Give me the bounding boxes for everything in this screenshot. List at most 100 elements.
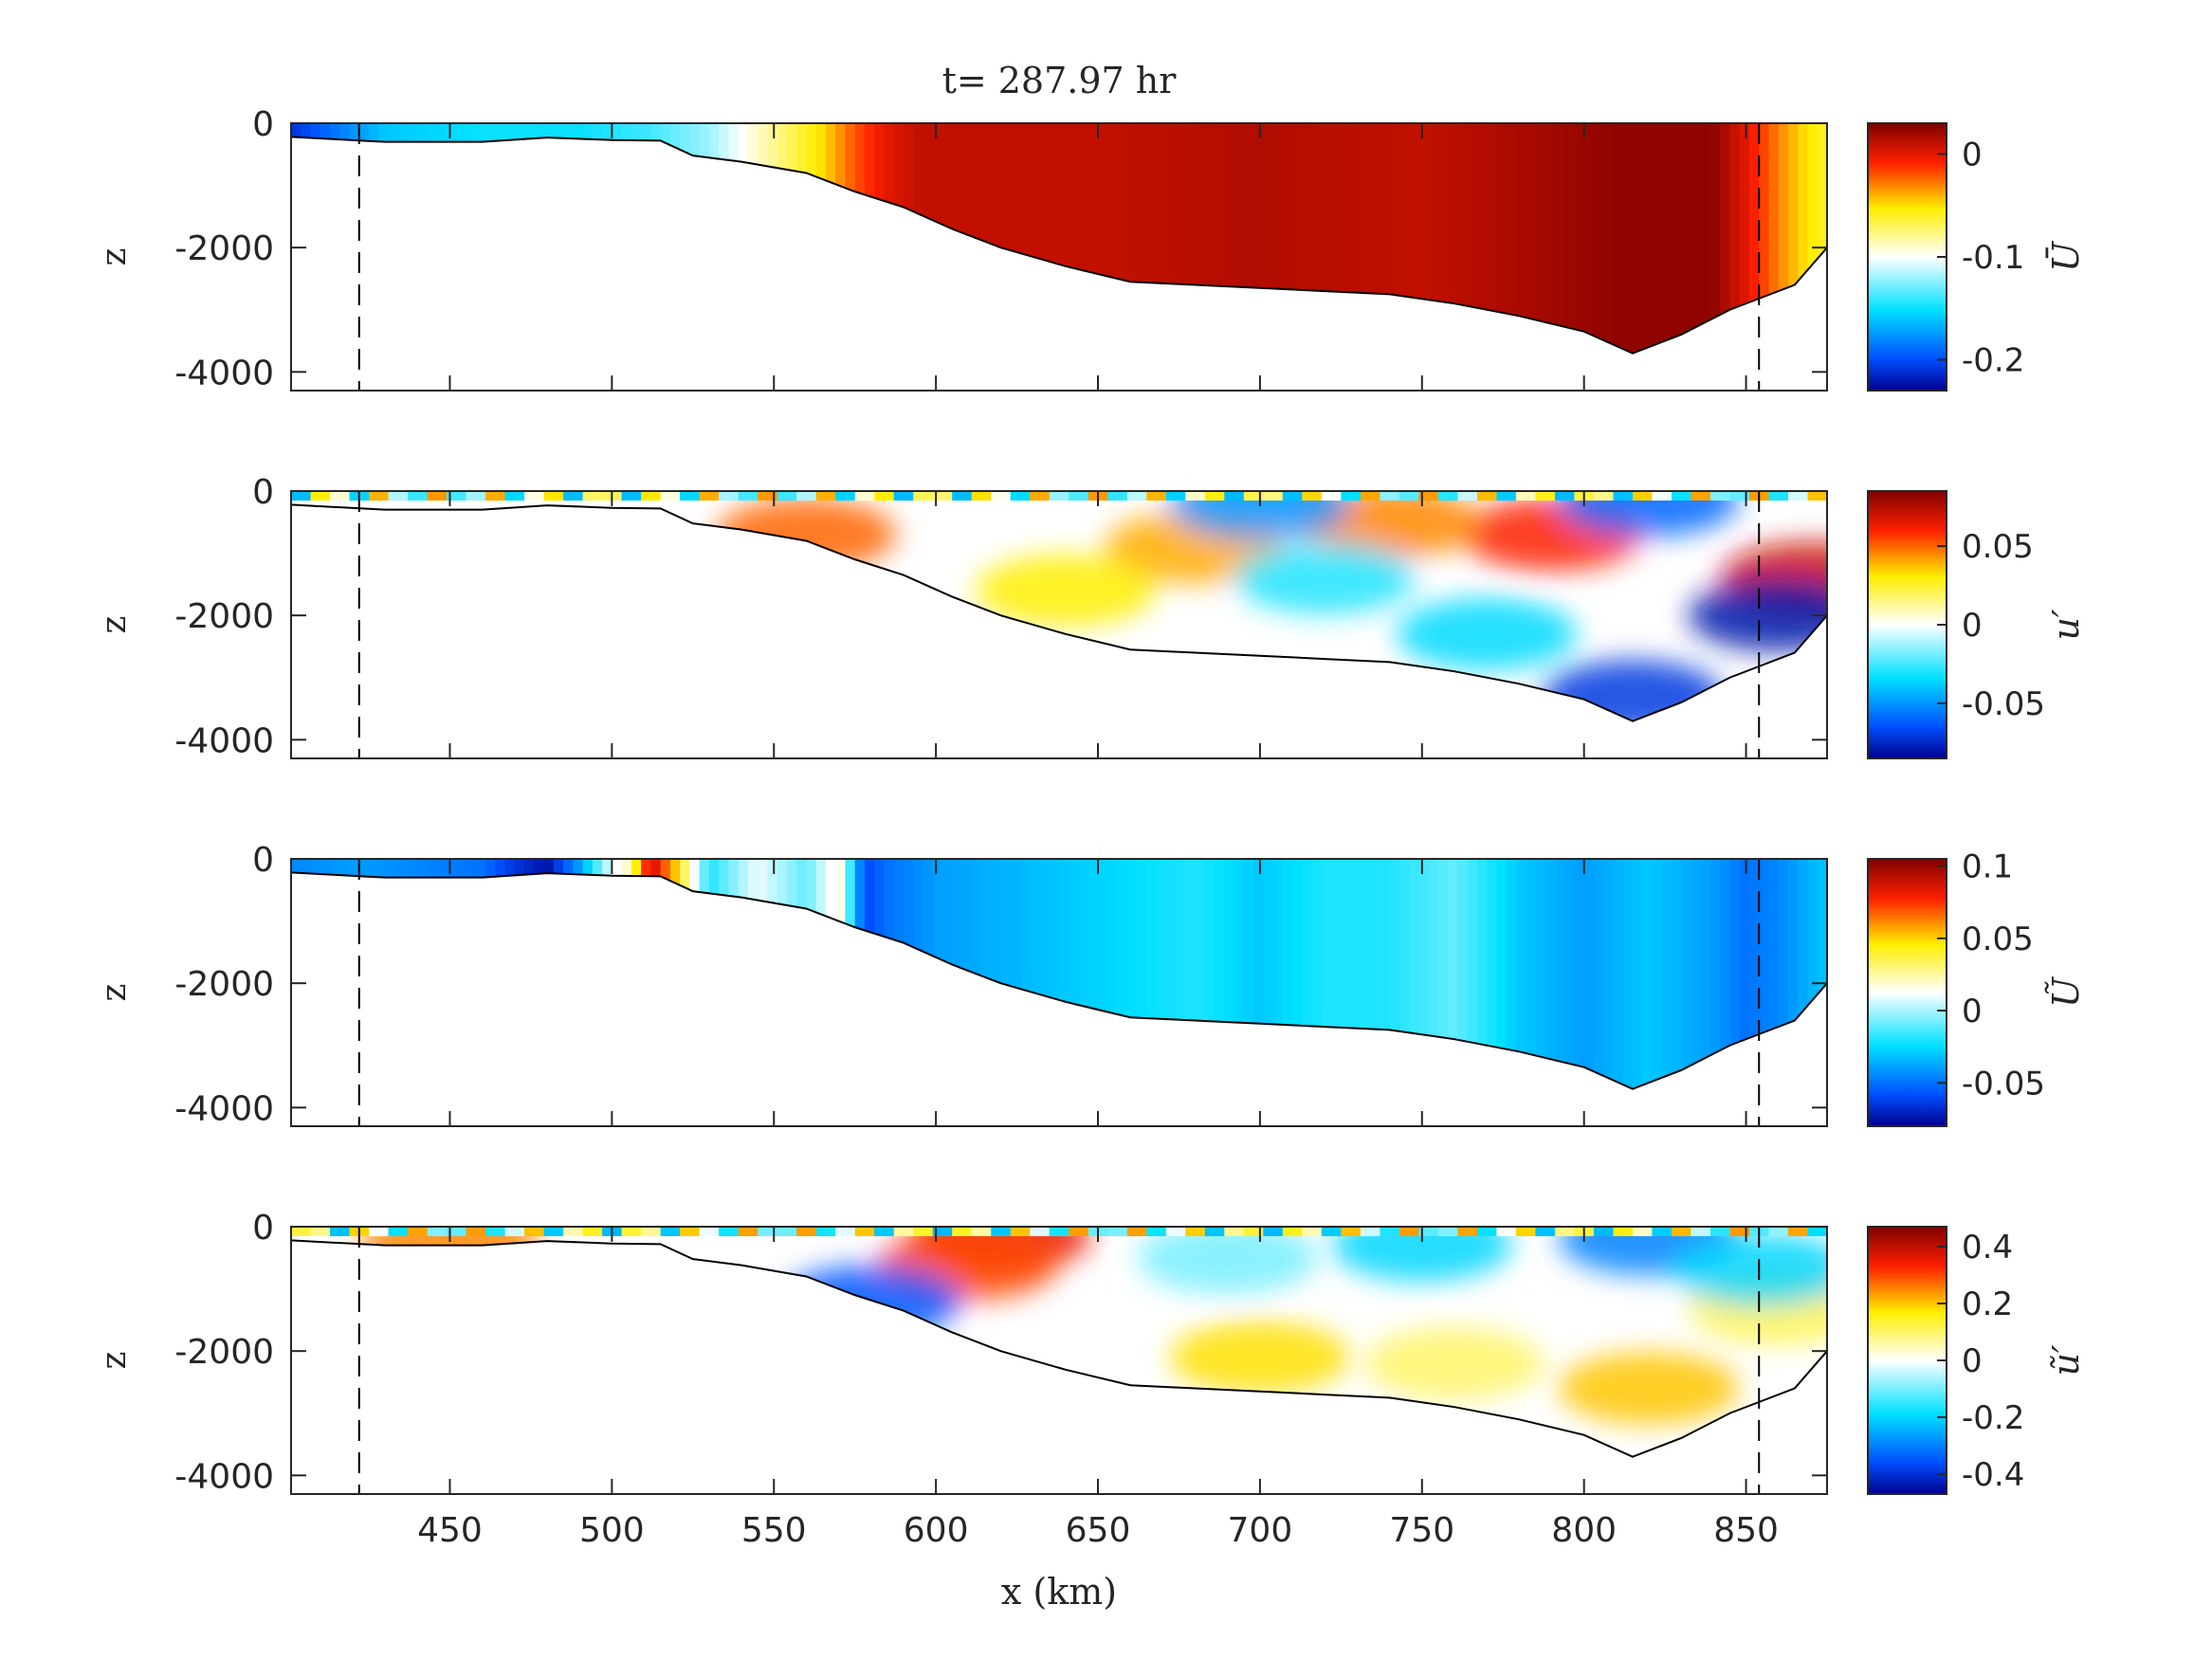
field-column <box>388 859 399 1089</box>
anomaly-blob <box>780 1265 961 1338</box>
field-column <box>1428 123 1439 354</box>
surface-cell <box>524 491 545 501</box>
field-column <box>1185 123 1197 354</box>
surface-cell <box>1437 1227 1458 1236</box>
field-column <box>1409 123 1419 354</box>
surface-cell <box>1671 1227 1691 1236</box>
field-column <box>504 123 516 354</box>
field-column <box>1778 859 1789 1089</box>
colorbar-tick-label: 0 <box>1962 993 1983 1030</box>
y-tick-label: -4000 <box>174 354 274 392</box>
field-column <box>1448 123 1458 354</box>
field-column <box>1282 859 1293 1089</box>
surface-cell <box>1593 1227 1614 1236</box>
field-column <box>1098 859 1108 1089</box>
anomaly-blob <box>1331 1227 1512 1282</box>
surface-cell <box>1126 1227 1147 1236</box>
surface-cell <box>1515 1227 1536 1236</box>
field-column <box>1739 859 1750 1089</box>
field-column <box>845 123 856 354</box>
field-column <box>1088 123 1099 354</box>
field-column <box>952 859 963 1089</box>
field-column <box>1059 859 1069 1089</box>
surface-cell <box>1768 491 1789 501</box>
field-column <box>1398 859 1410 1089</box>
field-column <box>1176 859 1186 1089</box>
field-column <box>1019 123 1031 354</box>
field-column <box>1700 859 1711 1089</box>
field-column <box>1652 123 1663 354</box>
field-column <box>641 123 651 354</box>
field-column <box>1253 123 1264 354</box>
panel-u-prime: 0 -2000 -4000 z 0.05 0 -0.05 u′ <box>95 473 2087 760</box>
field-column <box>1574 859 1585 1089</box>
field-column <box>903 859 914 1089</box>
field-column <box>941 859 953 1089</box>
surface-cell <box>1476 1227 1497 1236</box>
colorbar-label: Ū <box>2045 240 2087 272</box>
anomaly-blob <box>1559 1352 1740 1425</box>
surface-cell <box>1107 491 1128 501</box>
surface-cell <box>1204 1227 1225 1236</box>
surface-cell <box>1709 1227 1730 1236</box>
surface-cell <box>291 1227 312 1236</box>
field-column <box>1787 859 1799 1089</box>
surface-cell <box>932 491 953 501</box>
surface-cell <box>1243 491 1264 501</box>
field-column <box>708 859 720 1089</box>
field-column <box>796 123 808 354</box>
field-column <box>669 859 681 1089</box>
anomaly-blob <box>1137 1227 1318 1294</box>
field-column <box>1389 859 1400 1089</box>
field-column <box>932 859 943 1089</box>
surface-cell <box>952 491 973 501</box>
surface-cell <box>971 491 992 501</box>
field-column <box>427 123 438 354</box>
field-column <box>1583 859 1595 1089</box>
surface-cell <box>719 491 740 501</box>
field-column <box>1341 859 1352 1089</box>
surface-cell <box>1224 1227 1245 1236</box>
field-column <box>1156 859 1167 1089</box>
field-column <box>378 859 390 1089</box>
y-tick-label: -4000 <box>174 1089 274 1128</box>
field-column <box>1515 859 1526 1089</box>
field-column <box>1661 859 1673 1089</box>
field-column <box>1807 859 1819 1089</box>
surface-cell <box>1010 491 1031 501</box>
surface-cell <box>1185 1227 1206 1236</box>
surface-cell <box>1593 491 1614 501</box>
field-column <box>1457 123 1469 354</box>
field-column <box>1506 123 1517 354</box>
field-column <box>1107 123 1119 354</box>
field-column <box>602 859 612 1089</box>
field-column <box>991 123 1002 354</box>
surface-cell <box>1263 1227 1284 1236</box>
surface-cell <box>991 1227 1012 1236</box>
surface-cell <box>835 491 856 501</box>
field-column <box>1487 859 1497 1089</box>
field-column <box>1437 123 1449 354</box>
field-column <box>1622 123 1634 354</box>
field-column <box>796 859 808 1089</box>
field-column <box>631 859 642 1089</box>
bathymetry-line <box>290 503 1828 722</box>
field-column <box>1418 859 1430 1089</box>
field-column <box>728 859 740 1089</box>
field-column <box>553 859 564 1089</box>
field-column <box>1496 123 1508 354</box>
field-column <box>1632 859 1643 1089</box>
x-tick-label: 450 <box>417 1511 483 1550</box>
surface-cell <box>1535 1227 1556 1236</box>
surface-cell <box>1185 491 1206 501</box>
field-column <box>504 859 516 1089</box>
field-column <box>991 859 1002 1089</box>
field-column <box>602 123 612 354</box>
field-column <box>1030 859 1041 1089</box>
surface-cell <box>1126 491 1147 501</box>
field-column <box>543 123 555 354</box>
field-column <box>1622 859 1634 1089</box>
surface-cell <box>913 1227 934 1236</box>
field-column <box>1000 859 1012 1089</box>
surface-cell <box>854 1227 875 1236</box>
